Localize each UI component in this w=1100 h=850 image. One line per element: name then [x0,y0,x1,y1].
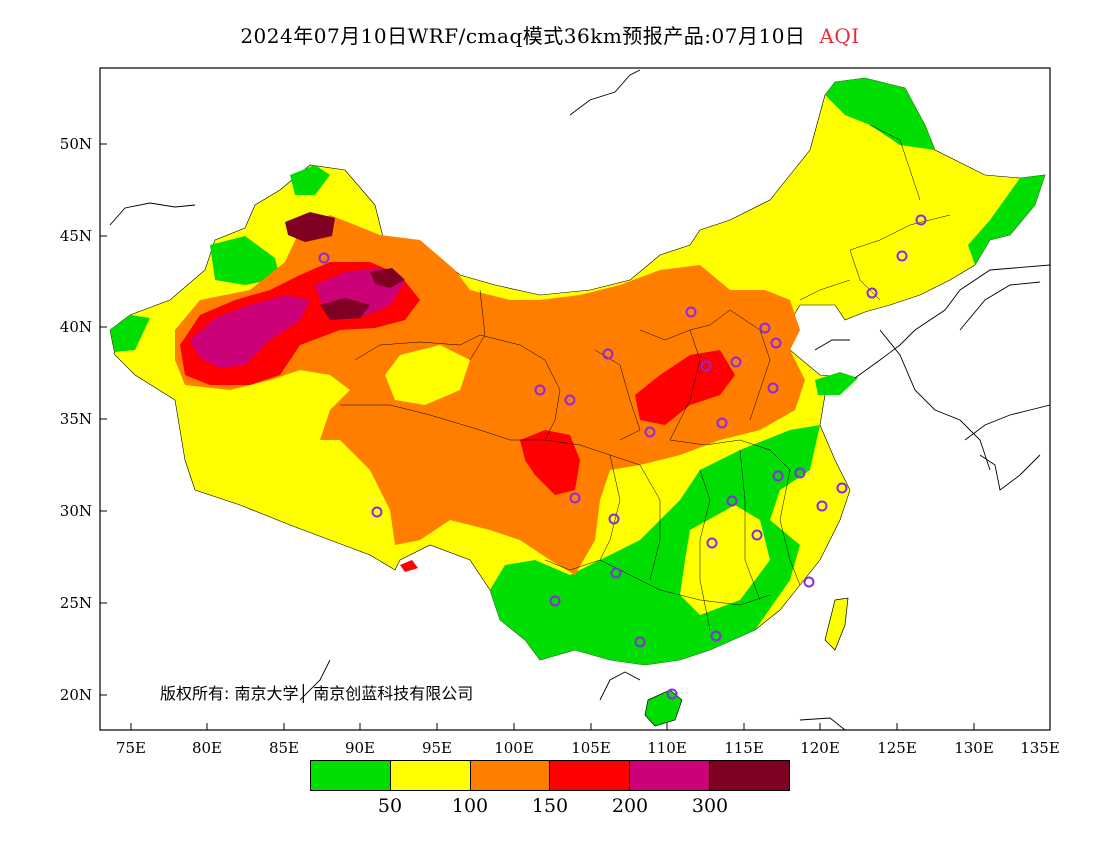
legend-swatch-moderate [390,761,471,790]
legend-label: 100 [451,795,489,817]
lon-label: 105E [571,739,611,757]
legend-swatch-light [470,761,551,790]
lat-label: 35N [60,410,92,428]
legend-swatch-good [311,761,391,790]
city-markers [318,214,927,700]
title-main: 2024年07月10日WRF/cmaq模式36km预报产品:07月10日 [240,24,806,48]
region-aqi-maroon-north [285,212,335,242]
legend-labels: 50 100 150 200 300 [0,795,1100,819]
legend-swatch-heavy [630,761,711,790]
lon-ticks [130,723,1051,730]
region-aqi-red-central [520,430,580,495]
lon-label: 115E [724,739,764,757]
region-aqi-green-far-west [110,315,150,352]
region-aqi-magenta [190,268,405,368]
lon-label: 120E [800,739,840,757]
coastlines [109,69,1050,730]
legend-label: 200 [611,795,649,817]
lon-label: 125E [877,739,917,757]
lat-label: 50N [60,135,92,153]
lon-label: 80E [192,739,222,757]
legend-label: 150 [531,795,569,817]
region-aqi-red-south-tibet [400,560,418,572]
lat-label: 40N [60,318,92,336]
province-borders [340,124,951,631]
lat-label: 45N [60,227,92,245]
lon-label: 85E [269,739,299,757]
region-aqi-green-north-xinjiang [290,165,330,195]
region-aqi-yellow-south-inner [680,505,770,615]
region-aqi-maroon-central [320,268,405,320]
legend-label: 300 [691,795,729,817]
copyright-text: 版权所有: 南京大学│ 南京创蓝科技有限公司 [160,684,474,703]
legend-swatch-medium [550,761,631,790]
lat-label: 20N [60,686,92,704]
region-aqi-green-shandong [815,372,858,395]
lon-label: 135E [1020,739,1060,757]
title-variable: AQI [819,24,860,48]
map-title: 2024年07月10日WRF/cmaq模式36km预报产品:07月10日 AQI [0,20,1100,49]
region-aqi-green-south [490,425,820,665]
lon-label: 100E [494,739,534,757]
region-aqi-green-east [968,175,1045,265]
legend-label: 50 [377,795,403,817]
lon-label: 95E [422,739,452,757]
region-taiwan [824,597,849,651]
color-legend [310,760,790,791]
lon-label: 130E [954,739,994,757]
lat-label: 30N [60,502,92,520]
lon-label: 75E [116,739,146,757]
region-aqi-green-west [210,236,280,285]
lat-label: 25N [60,594,92,612]
lat-ticks [100,143,107,696]
lon-label: 90E [345,739,375,757]
region-aqi-green-northeast [825,78,935,150]
legend-swatch-severe [710,761,789,790]
lon-label: 110E [647,739,687,757]
aqi-map: 50N 45N 40N 35N 30N 25N 20N 75E 80E 85E … [60,67,1060,757]
region-aqi-yellow-pocket [385,345,470,405]
